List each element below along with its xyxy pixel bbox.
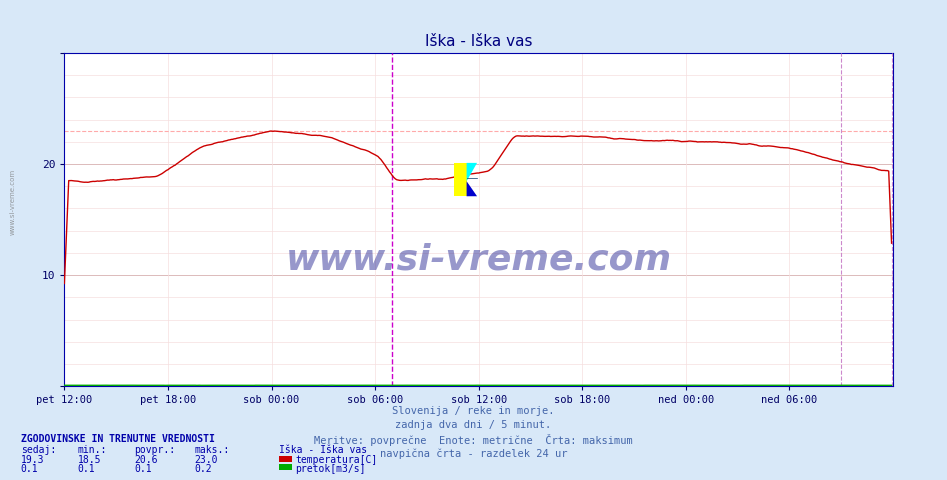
Text: maks.:: maks.: — [194, 445, 229, 456]
Text: Iška - Iška vas: Iška - Iška vas — [279, 445, 367, 456]
Text: 20.6: 20.6 — [134, 455, 158, 465]
Text: 0.1: 0.1 — [134, 464, 152, 474]
Text: www.si-vreme.com: www.si-vreme.com — [286, 242, 671, 276]
Text: Slovenija / reke in morje.: Slovenija / reke in morje. — [392, 406, 555, 416]
Text: ZGODOVINSKE IN TRENUTNE VREDNOSTI: ZGODOVINSKE IN TRENUTNE VREDNOSTI — [21, 434, 215, 444]
Title: Iška - Iška vas: Iška - Iška vas — [425, 34, 532, 49]
Text: 19.3: 19.3 — [21, 455, 45, 465]
Text: navpična črta - razdelek 24 ur: navpična črta - razdelek 24 ur — [380, 449, 567, 459]
Text: temperatura[C]: temperatura[C] — [295, 455, 378, 465]
Text: 0.1: 0.1 — [21, 464, 39, 474]
Text: pretok[m3/s]: pretok[m3/s] — [295, 464, 366, 474]
Text: 0.1: 0.1 — [78, 464, 96, 474]
Text: 23.0: 23.0 — [194, 455, 218, 465]
Text: www.si-vreme.com: www.si-vreme.com — [9, 168, 15, 235]
Polygon shape — [467, 163, 477, 181]
Text: Meritve: povprečne  Enote: metrične  Črta: maksimum: Meritve: povprečne Enote: metrične Črta:… — [314, 434, 633, 446]
Polygon shape — [467, 181, 477, 196]
Text: 18.5: 18.5 — [78, 455, 101, 465]
Bar — [454, 163, 467, 196]
Text: 0.2: 0.2 — [194, 464, 212, 474]
Text: povpr.:: povpr.: — [134, 445, 175, 456]
Text: sedaj:: sedaj: — [21, 445, 56, 456]
Text: min.:: min.: — [78, 445, 107, 456]
Text: zadnja dva dni / 5 minut.: zadnja dva dni / 5 minut. — [396, 420, 551, 430]
